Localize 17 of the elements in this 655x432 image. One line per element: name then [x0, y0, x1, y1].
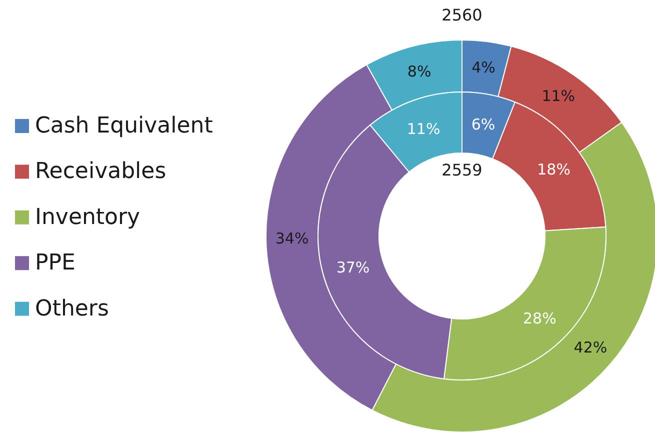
- legend-label: Cash Equivalent: [35, 114, 214, 138]
- legend-label: Inventory: [35, 204, 140, 230]
- data-label: 34%: [275, 230, 309, 248]
- data-label: 8%: [407, 62, 432, 80]
- legend-label: Others: [35, 296, 109, 322]
- slice-label: 2560: [442, 6, 482, 24]
- data-label: 4%: [472, 58, 496, 76]
- data-label: 11%: [542, 86, 576, 105]
- data-label: 37%: [336, 258, 370, 277]
- legend-label: PPE: [35, 250, 76, 276]
- legend-label: Receivables: [35, 159, 166, 184]
- data-label: 11%: [406, 120, 440, 138]
- data-label: 28%: [523, 310, 556, 328]
- data-label: 6%: [471, 116, 496, 134]
- slice-label: 2559: [442, 160, 482, 180]
- data-label: 18%: [537, 160, 570, 178]
- data-label: 42%: [574, 338, 608, 356]
